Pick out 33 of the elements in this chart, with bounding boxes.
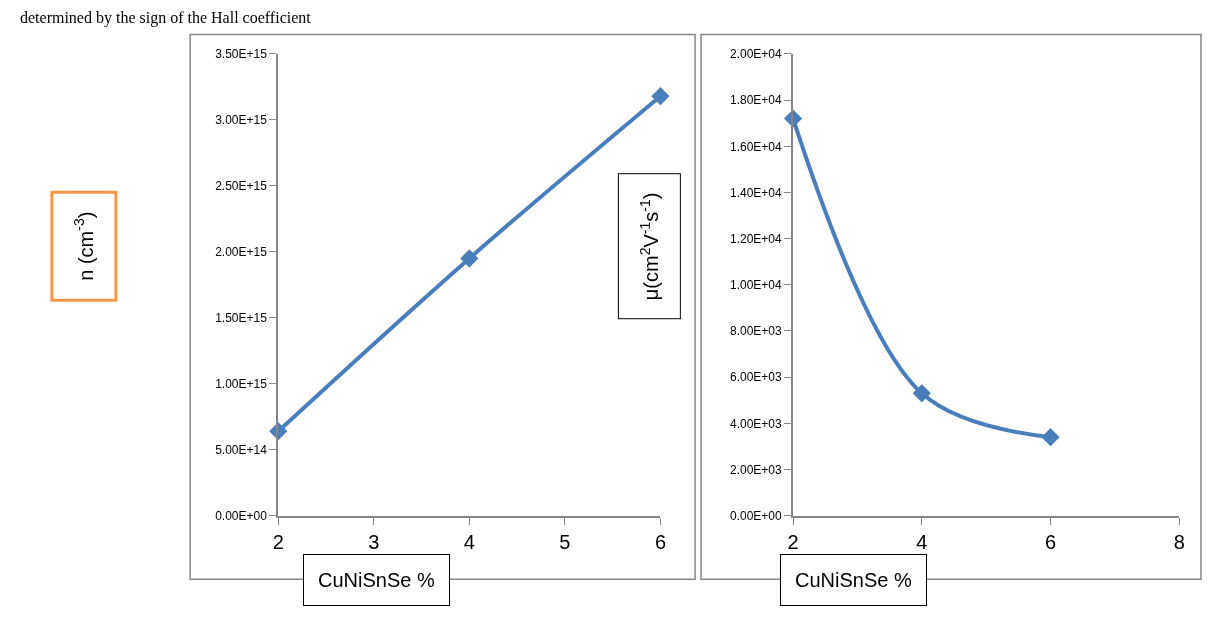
x-tick-label: 6 [1044,530,1057,553]
text: determined by the sign of the Hall coefficient [20,9,312,27]
y-tick-label: 3.50E+15 [215,47,268,62]
y-tick-label: 1.60E+04 [729,139,783,154]
y-tick-label: 2.00E+04 [729,47,783,62]
y-tick-label: 1.00E+15 [215,376,268,391]
y-tick-label: 5.00E+14 [215,442,268,457]
y-tick-label: 0.00E+00 [215,508,268,523]
x-tick-label: 3 [368,530,380,553]
y-tick-label: 0.00E+00 [729,508,783,523]
y-tick-label: 1.80E+04 [729,93,783,108]
y-tick-label: 6.00E+03 [729,370,783,385]
x-tick-label: 8 [1173,530,1185,553]
point [912,384,931,403]
y-tick-label: 8.00E+03 [729,324,783,339]
y-tick-label: 1.40E+04 [729,185,783,200]
x-tick-label: 4 [463,530,475,553]
y-tick-label: 2.50E+15 [215,179,268,194]
y-tick-label: 1.50E+15 [215,311,268,326]
x-tick-label: 5 [559,530,571,553]
x-tick-label: 2 [787,530,799,553]
x-tick-label: 2 [272,530,284,553]
y-tick-label: 3.00E+15 [215,113,268,128]
x-tick-label: 6 [654,530,666,553]
y-tick-label: 2.00E+03 [729,462,783,477]
x-axis-title: CuNiSnSe % [795,569,912,591]
x-axis-title: CuNiSnSe % [318,569,435,591]
y-tick-label: 4.00E+03 [729,416,783,431]
x-tick-label: 4 [916,530,928,553]
y-tick-label: 1.20E+04 [729,231,783,246]
y-tick-label: 2.00E+15 [215,245,268,260]
point [1041,428,1060,447]
y-tick-label: 1.00E+04 [729,278,783,293]
